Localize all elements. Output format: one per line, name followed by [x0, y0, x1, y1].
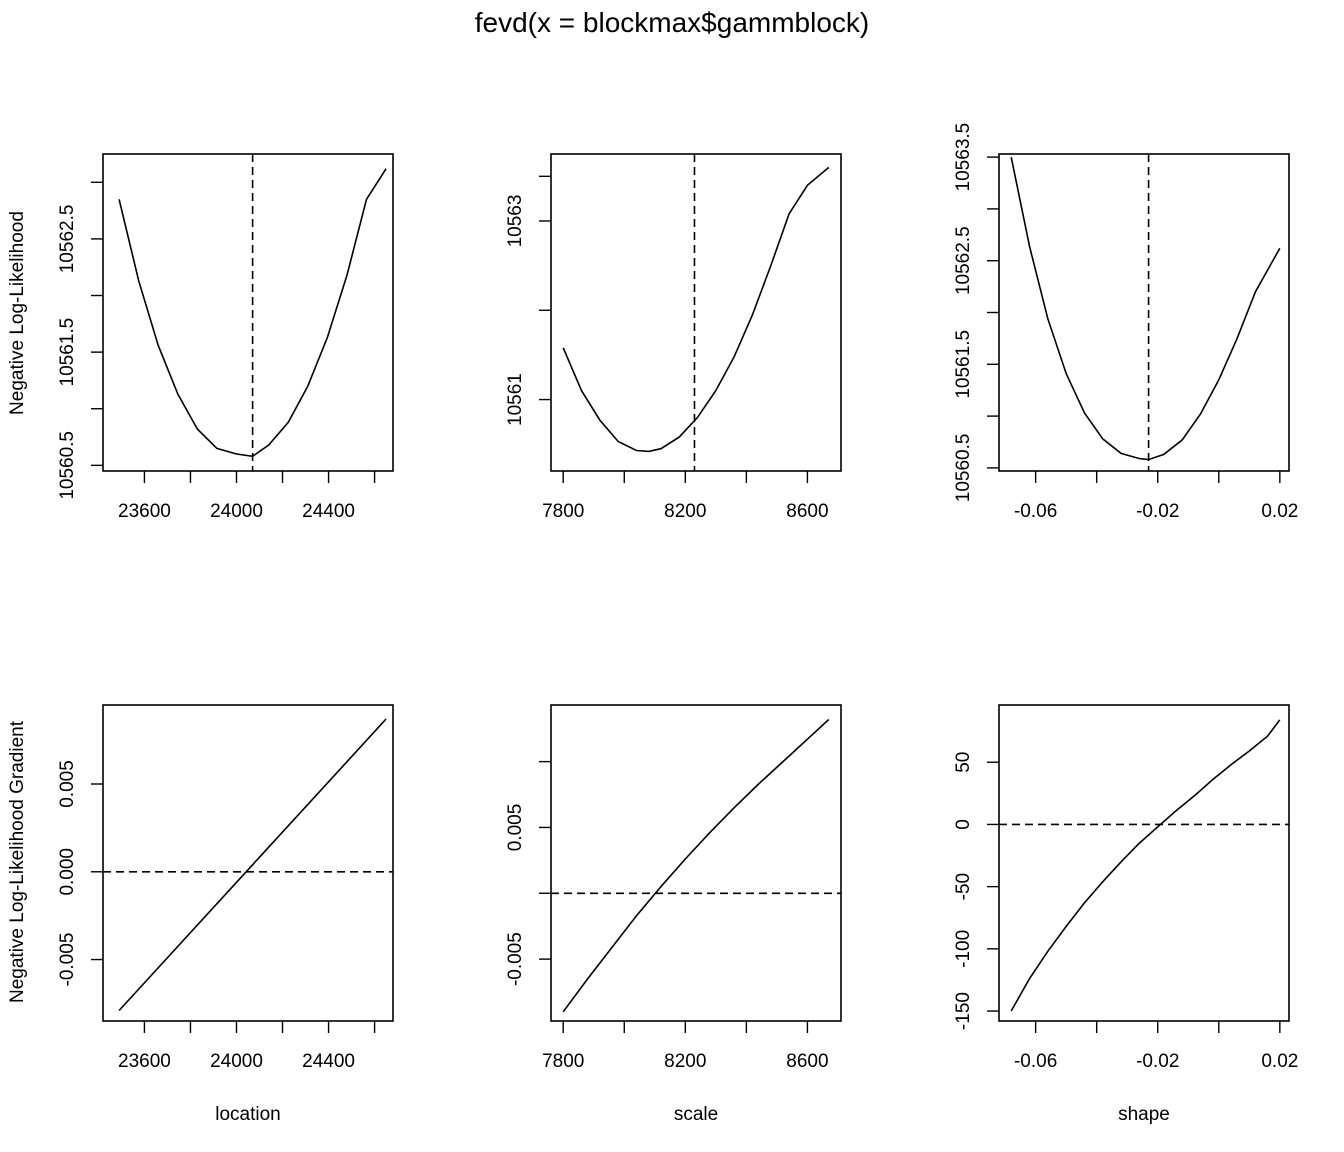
panel-gradient-location-y-tick-label: 0.000 [57, 848, 78, 896]
x-axis-label-shape: shape [1118, 1104, 1170, 1125]
panel-nll-shape-y-tick-label: 10562.5 [953, 226, 974, 295]
panel-gradient-location-x-tick-label: 24400 [302, 1051, 355, 1072]
panel-nll-shape-y-tick-label: 10563.5 [953, 123, 974, 192]
panel-nll-shape-frame [998, 153, 1290, 472]
panel-gradient-location-x-tick-label: 24000 [210, 1051, 263, 1072]
panel-nll-location-y-tick-label: 10561.5 [57, 318, 78, 387]
panel-nll-scale-y-tick-label: 10561 [505, 373, 526, 426]
panel-nll-scale-x-tick-label: 8200 [664, 501, 706, 522]
panel-gradient-shape: -0.06 -0.02 0.02 -150 -100 -50 0 50 [953, 704, 1298, 1072]
panel-gradient-shape-x-tick-label: 0.02 [1261, 1051, 1298, 1072]
panel-nll-location-x-tick-label: 23600 [118, 501, 171, 522]
panel-gradient-shape-y-tick-label: -150 [953, 992, 974, 1030]
panel-nll-scale-x-tick-label: 8600 [786, 501, 828, 522]
panel-nll-scale: 7800 8200 8600 10561 10563 [505, 153, 842, 522]
panel-gradient-shape-frame [998, 704, 1290, 1022]
panel-gradient-location-frame [102, 704, 394, 1022]
panel-gradient-shape-y-tick-label: 0 [953, 819, 974, 830]
panel-gradient-shape-y-tick-label: 50 [953, 752, 974, 773]
panel-nll-location-y-tick-label: 10562.5 [57, 205, 78, 274]
panel-nll-scale-y-tick-label: 10563 [505, 195, 526, 248]
panel-gradient-scale: 7800 8200 8600 -0.005 0.005 [505, 704, 842, 1072]
panel-gradient-shape-y-tick-label: -50 [953, 873, 974, 900]
panel-nll-shape-y-tick-label: 10561.5 [953, 330, 974, 399]
chart-title: fevd(x = blockmax$gammblock) [475, 7, 869, 38]
panel-gradient-scale-curve [562, 718, 830, 1013]
panel-nll-location-x-tick-label: 24400 [302, 501, 355, 522]
panel-nll-shape-x-tick-label: -0.06 [1014, 501, 1057, 522]
panel-gradient-scale-y-tick-label: 0.005 [505, 804, 526, 852]
panel-nll-scale-x-tick-label: 7800 [542, 501, 584, 522]
panel-nll-shape-curve [1010, 156, 1281, 461]
panel-gradient-shape-y-tick-label: -100 [953, 930, 974, 968]
x-axis-label-location: location [215, 1104, 281, 1125]
panel-gradient-location-curve [118, 718, 387, 1012]
panel-gradient-scale-x-tick-label: 8600 [786, 1051, 828, 1072]
panel-nll-shape-y-tick-label: 10560.5 [953, 434, 974, 503]
panel-nll-location-x-tick-label: 24000 [210, 501, 263, 522]
panel-gradient-scale-frame [550, 704, 842, 1022]
panel-gradient-scale-x-tick-label: 8200 [664, 1051, 706, 1072]
panel-gradient-scale-y-tick-label: -0.005 [505, 932, 526, 986]
panel-nll-shape-x-tick-label: -0.02 [1136, 501, 1179, 522]
panel-gradient-shape-x-tick-label: -0.06 [1014, 1051, 1057, 1072]
panel-gradient-location: 23600 24000 24400 -0.005 0.000 0.005 [57, 704, 394, 1072]
panel-nll-shape: -0.06 -0.02 0.02 10560.5 10561.5 10562.5 10563… [953, 123, 1298, 522]
panel-gradient-location-x-tick-label: 23600 [118, 1051, 171, 1072]
panel-gradient-location-y-tick-label: 0.005 [57, 760, 78, 808]
panel-nll-scale-curve [562, 166, 830, 453]
x-axis-label-scale: scale [674, 1104, 718, 1125]
panel-nll-location-frame [102, 153, 394, 472]
panel-nll-location-y-tick-label: 10560.5 [57, 431, 78, 500]
row-label-likelihood: Negative Log-Likelihood [7, 211, 28, 415]
panel-nll-shape-x-tick-label: 0.02 [1261, 501, 1298, 522]
panel-gradient-scale-x-tick-label: 7800 [542, 1051, 584, 1072]
panel-nll-scale-frame [550, 153, 842, 472]
panels: 23600 24000 24400 10560.5 10561.5 10562.5 7800… [57, 123, 1298, 1072]
panel-gradient-location-y-tick-label: -0.005 [57, 933, 78, 987]
panel-nll-location: 23600 24000 24400 10560.5 10561.5 10562.5 [57, 153, 394, 522]
panel-gradient-shape-curve [1010, 719, 1281, 1012]
panel-gradient-shape-x-tick-label: -0.02 [1136, 1051, 1179, 1072]
row-label-gradient: Negative Log-Likelihood Gradient [7, 720, 28, 1003]
